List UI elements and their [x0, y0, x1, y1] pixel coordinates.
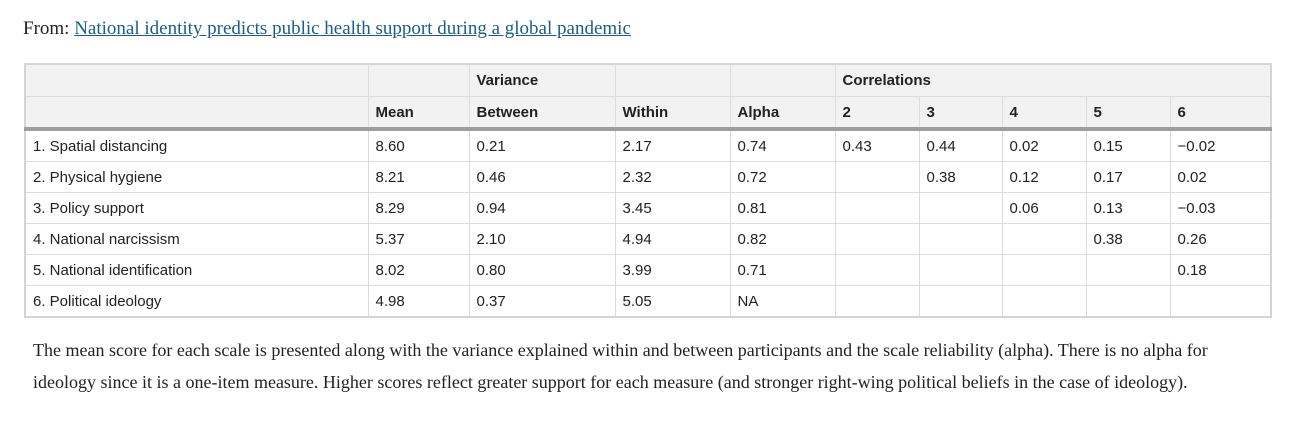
table-cell: −0.02 [1169, 128, 1272, 162]
from-label: From: [23, 18, 70, 39]
table-cell [834, 254, 920, 286]
table-cell: 8.29 [367, 192, 470, 224]
table-cell: 2.32 [614, 161, 731, 193]
row-label: 3. Policy support [24, 192, 369, 224]
column-header: 4 [1001, 96, 1087, 131]
table-cell: 2.10 [468, 223, 616, 255]
table-cell: 0.13 [1085, 192, 1171, 224]
table-cell: 0.17 [1085, 161, 1171, 193]
table-cell: 3.45 [614, 192, 731, 224]
header-group-cell [24, 63, 369, 97]
table-cell [1001, 254, 1087, 286]
row-label: 4. National narcissism [24, 223, 369, 255]
table-body: 1. Spatial distancing 8.60 0.21 2.17 0.74 0.4… [24, 128, 1272, 318]
table-cell [834, 161, 920, 193]
table-row: 5. National identification 8.02 0.80 3.99 0.… [24, 254, 1272, 286]
table-cell: 0.46 [468, 161, 616, 193]
table-cell: 0.12 [1001, 161, 1087, 193]
source-line: From: National identity predicts public … [23, 18, 631, 40]
row-label: 1. Spatial distancing [24, 128, 369, 162]
table-cell: 5.37 [367, 223, 470, 255]
table-cell [1085, 254, 1171, 286]
column-header: Within [614, 96, 731, 131]
table-row: 4. National narcissism 5.37 2.10 4.94 0.82 0.… [24, 223, 1272, 255]
table-cell: 0.44 [918, 128, 1003, 162]
table-cell [918, 192, 1003, 224]
header-group-cell: Variance [468, 63, 616, 97]
row-label: 6. Political ideology [24, 285, 369, 318]
header-group-cell [614, 63, 731, 97]
table-row: 3. Policy support 8.29 0.94 3.45 0.81 0.06 0.1… [24, 192, 1272, 224]
header-group-cell [918, 63, 1003, 97]
table-caption: The mean score for each scale is present… [33, 340, 1208, 392]
table-cell: 0.15 [1085, 128, 1171, 162]
table-cell: 3.99 [614, 254, 731, 286]
table-cell: −0.03 [1169, 192, 1272, 224]
table-cell [1001, 285, 1087, 318]
table-cell: 0.02 [1001, 128, 1087, 162]
table-cell: 0.80 [468, 254, 616, 286]
column-header: 6 [1169, 96, 1272, 131]
table-cell: 0.82 [729, 223, 836, 255]
table-cell: 0.06 [1001, 192, 1087, 224]
table-cell: 5.05 [614, 285, 731, 318]
table-cell: 8.21 [367, 161, 470, 193]
table-cell: 0.81 [729, 192, 836, 224]
table-cell: 0.94 [468, 192, 616, 224]
table-cell: 0.43 [834, 128, 920, 162]
table-cell: 0.74 [729, 128, 836, 162]
table-cell: NA [729, 285, 836, 318]
table-cell: 0.72 [729, 161, 836, 193]
table-cell: 0.02 [1169, 161, 1272, 193]
table-row: 2. Physical hygiene 8.21 0.46 2.32 0.72 0.38 0… [24, 161, 1272, 193]
table-cell [1169, 285, 1272, 318]
table-cell: 2.17 [614, 128, 731, 162]
results-table: Variance Correlations Mean Between Within Al… [24, 63, 1272, 318]
table-cell [918, 254, 1003, 286]
column-header: Mean [367, 96, 470, 131]
table-cell [834, 223, 920, 255]
table-row: 6. Political ideology 4.98 0.37 5.05 NA [24, 285, 1272, 318]
table-cell [1085, 285, 1171, 318]
column-header: 5 [1085, 96, 1171, 131]
row-label: 2. Physical hygiene [24, 161, 369, 193]
table-cell: 8.02 [367, 254, 470, 286]
table-cell: 0.71 [729, 254, 836, 286]
table-cell [834, 285, 920, 318]
table-cell: 0.38 [1085, 223, 1171, 255]
column-header: 3 [918, 96, 1003, 131]
table-cell: 8.60 [367, 128, 470, 162]
row-label: 5. National identification [24, 254, 369, 286]
table-cell: 0.37 [468, 285, 616, 318]
table-cell [918, 223, 1003, 255]
table-header: Variance Correlations Mean Between Within Al… [24, 63, 1272, 131]
table-cell: 0.18 [1169, 254, 1272, 286]
header-group-cell [367, 63, 470, 97]
table-cell: 0.21 [468, 128, 616, 162]
article-title-link[interactable]: National identity predicts public health… [74, 18, 631, 39]
table-row: 1. Spatial distancing 8.60 0.21 2.17 0.74 0.4… [24, 128, 1272, 162]
table-cell: 4.94 [614, 223, 731, 255]
header-group-cell: Correlations [834, 63, 931, 97]
header-group-cell [1085, 63, 1171, 97]
header-group-cell [1169, 63, 1272, 97]
header-group-cell [729, 63, 836, 97]
table-cell: 0.38 [918, 161, 1003, 193]
column-header: 2 [834, 96, 920, 131]
table-cell [834, 192, 920, 224]
table-cell [918, 285, 1003, 318]
header-group-cell [1001, 63, 1087, 97]
column-header: Alpha [729, 96, 836, 131]
table-cell: 4.98 [367, 285, 470, 318]
table-cell: 0.26 [1169, 223, 1272, 255]
table-cell [1001, 223, 1087, 255]
column-header [24, 96, 369, 131]
column-header: Between [468, 96, 616, 131]
